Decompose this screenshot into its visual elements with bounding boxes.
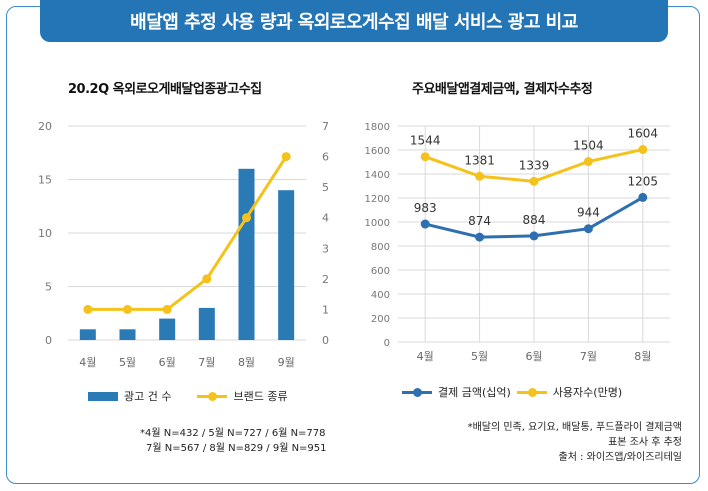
bar	[159, 318, 176, 340]
x-tick-label: 5월	[471, 350, 488, 363]
y-tick-label: 1800	[365, 122, 390, 133]
y-right-tick-label: 7	[322, 120, 329, 133]
left-note: *4월 N=432 / 5월 N=727 / 6월 N=778 7월 N=567…	[140, 426, 327, 456]
y-left-tick-label: 10	[38, 227, 52, 240]
amount-point	[529, 231, 539, 241]
amount-data-label: 983	[414, 201, 437, 215]
amount-point	[475, 232, 485, 242]
right-note-line1: *배달의 민족, 요기요, 배달통, 푸드플라이 결제금액	[467, 422, 682, 433]
y-tick-label: 800	[371, 242, 390, 253]
x-tick-label: 9월	[278, 356, 295, 369]
legend-bar-label: 광고 건 수	[124, 390, 172, 403]
amount-point	[583, 224, 593, 234]
users-point	[529, 176, 539, 186]
left-note-line2: 7월 N=567 / 8월 N=829 / 9월 N=951	[146, 443, 327, 454]
brand-point	[202, 274, 212, 284]
y-tick-label: 1200	[365, 194, 390, 205]
y-left-tick-label: 20	[38, 120, 52, 133]
bar	[278, 190, 295, 340]
users-point	[420, 152, 430, 162]
y-tick-label: 600	[371, 266, 390, 277]
y-right-tick-label: 3	[322, 242, 329, 255]
right-legend: 결제 금액(십억) 사용자수(만명)	[402, 384, 622, 400]
y-left-tick-label: 0	[45, 334, 52, 347]
amount-data-label: 944	[577, 206, 600, 220]
y-right-tick-label: 1	[322, 303, 329, 316]
bar	[238, 168, 255, 340]
brand-point	[123, 304, 132, 314]
users-point	[583, 157, 593, 167]
bar	[119, 329, 136, 340]
bar	[79, 329, 96, 340]
right-note-line2: 표본 조사 후 추정	[608, 437, 682, 448]
y-tick-label: 0	[384, 338, 390, 349]
x-tick-label: 8월	[238, 356, 255, 369]
x-tick-label: 4월	[417, 350, 434, 363]
legend-line-label: 브랜드 종류	[233, 390, 288, 403]
amount-point	[638, 192, 648, 202]
x-tick-label: 7월	[580, 350, 597, 363]
users-data-label: 1544	[410, 134, 441, 148]
amount-data-label: 884	[523, 213, 546, 227]
y-right-tick-label: 2	[322, 273, 329, 286]
right-chart-title: 주요배달앱결제금액, 결제자수추정	[412, 82, 593, 97]
infographic-frame	[6, 6, 700, 484]
amount-data-label: 1205	[628, 174, 659, 188]
left-chart-title: 20.2Q 옥외로오게배달업종광고수집	[68, 82, 262, 97]
users-point	[475, 171, 485, 181]
y-tick-label: 1000	[365, 218, 390, 229]
x-tick-label: 5월	[119, 356, 136, 369]
y-right-tick-label: 4	[322, 212, 329, 225]
y-left-tick-label: 15	[38, 174, 52, 187]
users-point	[638, 145, 648, 155]
y-tick-label: 1600	[365, 146, 390, 157]
banner-title: 배달앱 추정 사용 량과 옥외로오게수집 배달 서비스 광고 비교	[40, 0, 668, 42]
users-data-label: 1604	[628, 127, 659, 141]
users-data-label: 1504	[573, 139, 604, 153]
source-note: 출처 : 와이즈앱/와이즈리테일	[558, 452, 683, 463]
right-note: *배달의 민족, 요기요, 배달통, 푸드플라이 결제금액 표본 조사 후 추정…	[420, 420, 682, 465]
x-tick-label: 6월	[159, 356, 176, 369]
legend-amount-label: 결제 금액(십억)	[438, 386, 511, 399]
left-note-line1: *4월 N=432 / 5월 N=727 / 6월 N=778	[140, 428, 326, 439]
x-tick-label: 4월	[79, 356, 96, 369]
y-right-tick-label: 0	[322, 334, 329, 347]
legend-users-swatch	[516, 387, 547, 397]
brand-line	[87, 155, 288, 311]
amount-point	[420, 219, 430, 229]
brand-point	[83, 304, 93, 314]
y-left-tick-label: 5	[45, 281, 52, 294]
y-tick-label: 1400	[365, 170, 390, 181]
y-right-tick-label: 5	[322, 181, 329, 194]
brand-point	[242, 213, 251, 223]
users-data-label: 1339	[519, 158, 550, 172]
y-tick-label: 400	[371, 290, 390, 301]
legend-line-swatch	[197, 391, 228, 401]
legend-amount-swatch	[402, 387, 432, 397]
y-right-tick-label: 6	[322, 151, 329, 164]
brand-point	[281, 152, 291, 162]
x-tick-label: 7월	[198, 356, 215, 369]
right-chart: 0 200 400 600 800 1000 1200 1400 1600 1800 4월 5월 6월 7…	[365, 122, 670, 363]
bar	[198, 307, 215, 340]
y-tick-label: 200	[371, 314, 390, 325]
users-data-label: 1381	[464, 153, 495, 167]
left-chart: 0 5 10 15 20 0 1 2 3 4 5 6 7 4월 5월 6월 7월 8월 9월	[38, 120, 329, 369]
legend-users-label: 사용자수(만명)	[552, 386, 623, 399]
brand-point	[162, 304, 172, 314]
amount-data-label: 874	[468, 214, 491, 228]
x-tick-label: 6월	[525, 350, 542, 363]
left-legend: 광고 건 수 브랜드 종류	[88, 388, 288, 404]
x-tick-label: 8월	[634, 350, 651, 363]
legend-bar-swatch	[88, 391, 118, 401]
